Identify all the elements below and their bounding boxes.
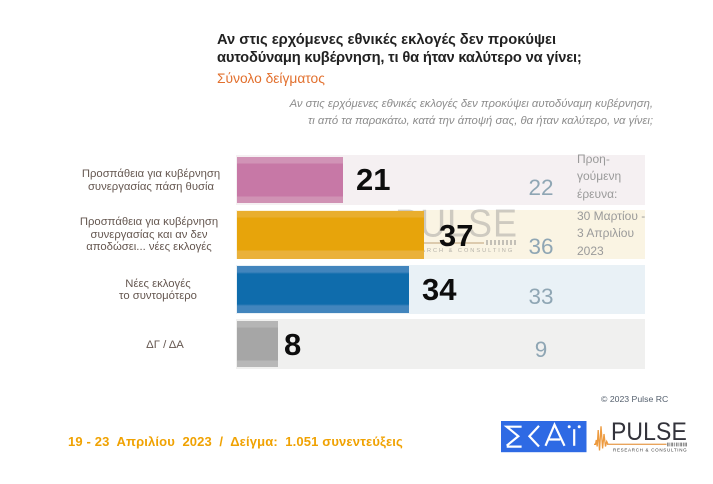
svg-text:RESEARCH & CONSULTING: RESEARCH & CONSULTING (613, 448, 687, 453)
svg-text:PULSE: PULSE (611, 418, 687, 446)
